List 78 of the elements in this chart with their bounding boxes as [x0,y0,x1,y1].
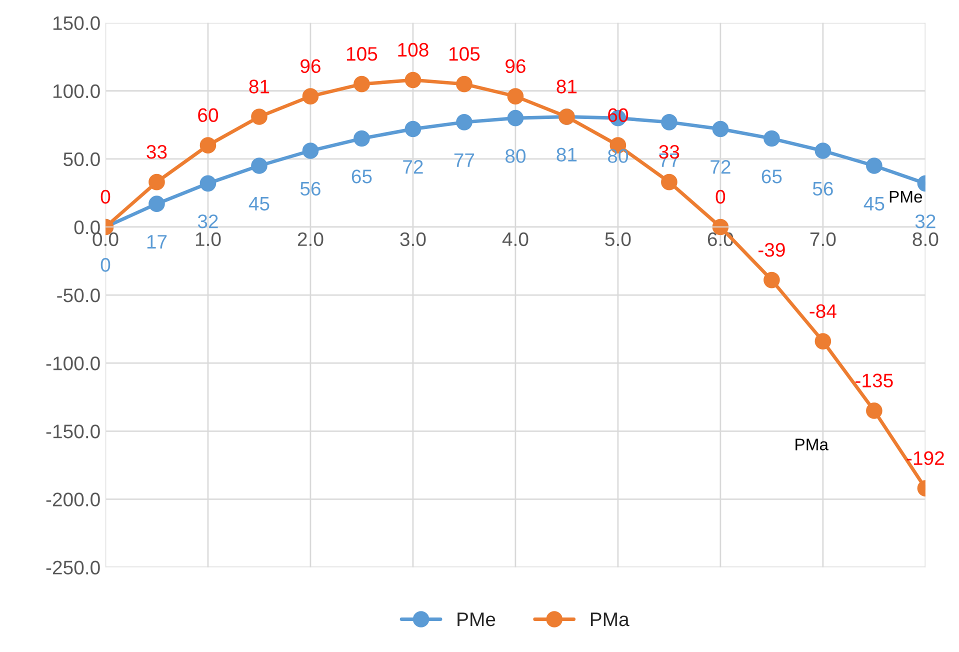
point [251,158,268,174]
data-label: 56 [812,182,833,196]
point [814,333,832,350]
data-label: 0 [100,190,110,204]
point [866,402,882,419]
point [456,114,472,130]
x-tick-label: 4.0 [502,232,528,246]
point [200,175,216,192]
data-label: 96 [506,59,526,74]
x-tick-label: 3.0 [400,232,426,246]
data-label: 32 [915,214,936,228]
data-label: 33 [146,145,167,159]
point [148,196,165,212]
data-label: 60 [198,108,218,122]
data-label: 108 [398,42,428,57]
data-label: 65 [352,170,372,184]
point [507,110,524,126]
data-label: 45 [864,197,884,211]
data-label: 17 [147,235,167,248]
y-tick-label: -50.0 [57,288,100,302]
point [814,142,832,159]
data-label: 72 [403,160,423,174]
point [302,88,319,104]
y-tick-label: 100.0 [53,84,100,98]
legend-label: PMe [458,612,496,626]
point [764,272,780,288]
point [866,158,882,174]
data-label: 80 [608,149,628,163]
x-tick-label: 7.0 [810,232,836,246]
data-label: 77 [454,153,474,167]
legend-label: PMa [590,612,630,626]
data-label: -84 [810,304,836,318]
point [404,120,422,138]
data-label: 81 [556,80,577,94]
point [456,76,472,92]
point [148,174,165,190]
data-label: 81 [249,80,270,94]
data-label: 72 [710,160,730,174]
data-label: 81 [556,148,577,162]
point [302,142,319,159]
y-tick-label: 0.0 [74,220,100,234]
data-label: -39 [758,243,785,257]
data-label: 65 [762,170,782,184]
data-label: -192 [906,451,944,466]
data-label: 45 [248,197,270,211]
point [507,88,524,104]
data-label: 56 [300,182,320,196]
x-tick-label: 2.0 [298,232,324,246]
data-label: 0 [100,258,110,272]
x-tick-label: 0.0 [92,232,118,246]
point [200,137,216,154]
data-label: 105 [346,47,378,61]
data-label: 60 [608,108,628,122]
y-tick-label: -200.0 [46,492,100,506]
x-tick-label: 8.0 [912,232,938,246]
y-tick-label: -150.0 [46,424,100,438]
annotation: PMe [890,191,922,203]
point [354,76,370,92]
x-tick-label: 1.0 [196,232,221,246]
y-tick-label: -100.0 [46,356,100,370]
y-tick-label: 150.0 [53,16,100,30]
point [661,114,678,130]
x-tick-label: 5.0 [605,232,631,246]
point [354,130,370,147]
data-label: 32 [198,214,218,228]
data-label: 0 [716,190,726,204]
point [712,120,729,138]
data-label: -135 [856,374,893,388]
data-label: 105 [449,47,480,61]
data-label: 96 [300,59,320,74]
annotation: PMa [796,438,829,450]
point [764,130,780,147]
y-tick-label: 50.0 [64,152,100,166]
point [661,174,678,190]
y-tick-label: -250.0 [46,560,100,574]
point [251,108,268,125]
data-label: 80 [505,149,526,163]
point [404,72,422,88]
